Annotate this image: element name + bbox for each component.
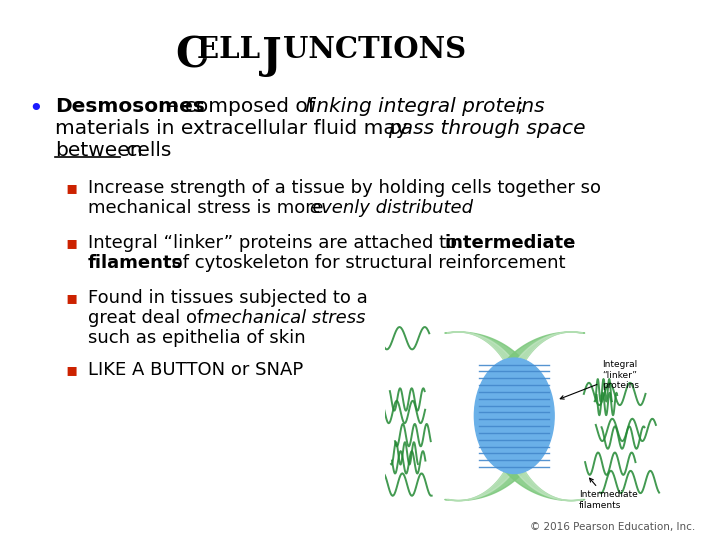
Text: ;: ; xyxy=(516,97,523,116)
Text: •: • xyxy=(28,97,42,121)
Text: Integral
“linker”
proteins: Integral “linker” proteins xyxy=(560,360,639,399)
Text: Intermediate
filaments: Intermediate filaments xyxy=(579,478,637,510)
Text: great deal of: great deal of xyxy=(88,309,209,327)
Text: materials in extracellular fluid may: materials in extracellular fluid may xyxy=(55,119,414,138)
Text: LIKE A BUTTON or SNAP: LIKE A BUTTON or SNAP xyxy=(88,361,303,379)
Text: between: between xyxy=(55,141,143,160)
Text: ▪: ▪ xyxy=(65,361,77,379)
Text: Increase strength of a tissue by holding cells together so: Increase strength of a tissue by holding… xyxy=(88,179,601,197)
Text: cells: cells xyxy=(120,141,171,160)
Text: ▪: ▪ xyxy=(65,179,77,197)
Text: Desmosomes: Desmosomes xyxy=(55,97,205,116)
Text: evenly distributed: evenly distributed xyxy=(310,199,473,217)
Text: mechanical stress: mechanical stress xyxy=(203,309,366,327)
Text: J: J xyxy=(262,35,282,77)
Text: intermediate: intermediate xyxy=(444,234,575,252)
Text: ▪: ▪ xyxy=(65,289,77,307)
Text: Integral “linker” proteins are attached to: Integral “linker” proteins are attached … xyxy=(88,234,463,252)
Text: UNCTIONS: UNCTIONS xyxy=(283,35,466,64)
Text: mechanical stress is more: mechanical stress is more xyxy=(88,199,329,217)
Text: C: C xyxy=(175,35,208,77)
Ellipse shape xyxy=(474,358,554,474)
Text: pass through space: pass through space xyxy=(388,119,585,138)
Text: filaments: filaments xyxy=(88,254,183,272)
Text: ELL: ELL xyxy=(197,35,270,64)
Text: Found in tissues subjected to a: Found in tissues subjected to a xyxy=(88,289,368,307)
Text: ▪: ▪ xyxy=(65,234,77,252)
Text: of cytoskeleton for structural reinforcement: of cytoskeleton for structural reinforce… xyxy=(166,254,565,272)
Text: – composed of: – composed of xyxy=(162,97,321,116)
Text: © 2016 Pearson Education, Inc.: © 2016 Pearson Education, Inc. xyxy=(530,522,695,532)
Text: linking integral proteins: linking integral proteins xyxy=(305,97,544,116)
Text: such as epithelia of skin: such as epithelia of skin xyxy=(88,329,305,347)
